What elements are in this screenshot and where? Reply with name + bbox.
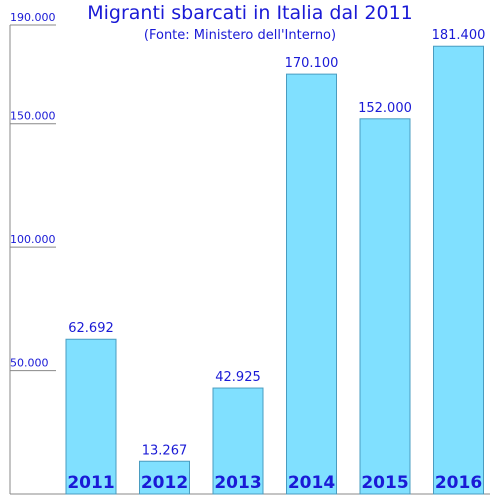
bar — [359, 118, 411, 495]
bar — [286, 73, 337, 495]
bar-value-label: 170.100 — [285, 56, 339, 71]
bar-value-label: 181.400 — [432, 28, 486, 43]
bar — [212, 387, 264, 495]
category-label: 2012 — [141, 473, 188, 493]
y-tick-label: 100.000 — [10, 233, 56, 246]
bar-value-label: 13.267 — [142, 443, 188, 458]
category-label: 2013 — [214, 473, 261, 493]
chart-title: Migranti sbarcati in Italia dal 2011 — [87, 2, 413, 24]
bar-value-label: 62.692 — [68, 321, 114, 336]
y-tick-label: 150.000 — [10, 110, 56, 123]
bar — [65, 338, 117, 495]
bar-value-label: 42.925 — [215, 370, 261, 385]
category-label: 2014 — [288, 473, 335, 493]
y-tick-label: 190.000 — [10, 11, 56, 24]
bar — [433, 45, 484, 495]
bar — [139, 460, 190, 495]
y-tick-label: 50.000 — [10, 357, 49, 370]
category-label: 2016 — [435, 473, 482, 493]
bar-value-label: 152.000 — [358, 101, 412, 116]
category-label: 2015 — [361, 473, 408, 493]
category-label: 2011 — [67, 473, 114, 493]
chart-subtitle: (Fonte: Ministero dell'Interno) — [143, 28, 337, 43]
